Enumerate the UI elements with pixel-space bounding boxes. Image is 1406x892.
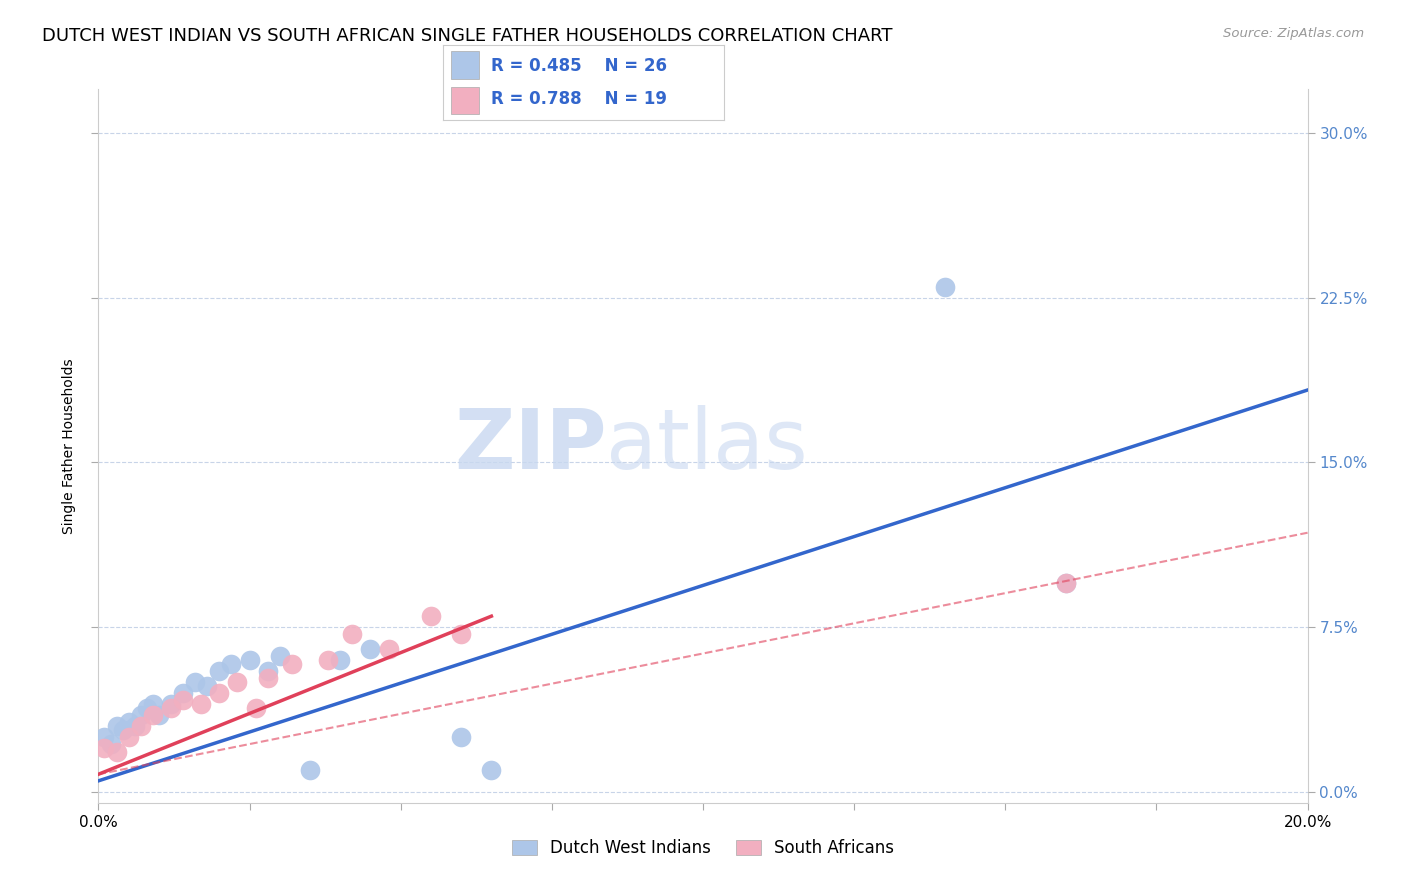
Point <box>221 657 243 672</box>
Point <box>481 763 503 777</box>
Text: R = 0.485    N = 26: R = 0.485 N = 26 <box>491 57 666 75</box>
Point <box>124 719 146 733</box>
Point <box>93 730 115 744</box>
Point <box>160 701 183 715</box>
Point <box>172 692 194 706</box>
Point <box>329 653 352 667</box>
Point <box>172 686 194 700</box>
Point <box>256 664 278 678</box>
Point <box>100 737 122 751</box>
FancyBboxPatch shape <box>451 87 479 114</box>
Point <box>281 657 304 672</box>
Point <box>142 697 165 711</box>
Point <box>148 708 170 723</box>
Point <box>256 671 278 685</box>
Legend: Dutch West Indians, South Africans: Dutch West Indians, South Africans <box>503 831 903 866</box>
Point <box>316 653 339 667</box>
Point <box>420 609 443 624</box>
Point <box>93 740 115 755</box>
Point <box>239 653 262 667</box>
Y-axis label: Single Father Households: Single Father Households <box>62 359 76 533</box>
Point <box>208 686 231 700</box>
Point <box>934 280 956 294</box>
Text: atlas: atlas <box>606 406 808 486</box>
Point <box>1054 576 1077 591</box>
Point <box>129 708 152 723</box>
Point <box>208 664 231 678</box>
Point <box>195 680 218 694</box>
Point <box>377 642 399 657</box>
Point <box>360 642 382 657</box>
FancyBboxPatch shape <box>451 52 479 78</box>
Text: Source: ZipAtlas.com: Source: ZipAtlas.com <box>1223 27 1364 40</box>
Point <box>118 714 141 729</box>
Point <box>450 730 472 744</box>
Point <box>245 701 267 715</box>
Point <box>135 701 157 715</box>
Point <box>450 626 472 640</box>
Point <box>105 745 128 759</box>
Point <box>226 675 249 690</box>
Point <box>190 697 212 711</box>
Point <box>111 723 134 738</box>
Point <box>299 763 322 777</box>
Text: DUTCH WEST INDIAN VS SOUTH AFRICAN SINGLE FATHER HOUSEHOLDS CORRELATION CHART: DUTCH WEST INDIAN VS SOUTH AFRICAN SINGL… <box>42 27 893 45</box>
Point <box>105 719 128 733</box>
Point <box>269 648 291 663</box>
Point <box>142 708 165 723</box>
Text: ZIP: ZIP <box>454 406 606 486</box>
Point <box>1054 576 1077 591</box>
Point <box>184 675 207 690</box>
Point <box>129 719 152 733</box>
Text: R = 0.788    N = 19: R = 0.788 N = 19 <box>491 90 666 108</box>
Point <box>342 626 364 640</box>
Point <box>160 697 183 711</box>
Point <box>118 730 141 744</box>
